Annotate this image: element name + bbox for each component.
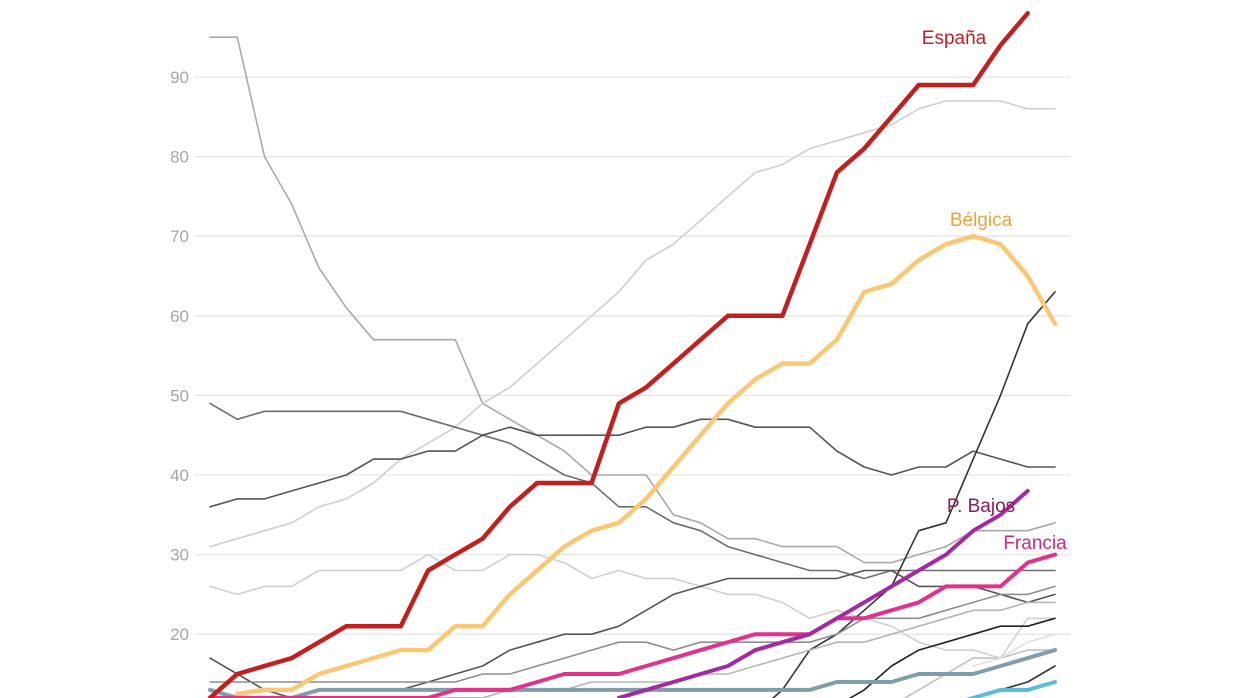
series-line-azul-gris bbox=[208, 648, 1057, 698]
series-line-espa-a bbox=[207, 11, 1030, 698]
series-line-gris-5 bbox=[209, 553, 1056, 659]
y-tick-label: 90 bbox=[170, 68, 189, 87]
series-label-francia: Francia bbox=[1003, 533, 1067, 554]
series-line-gris-2 bbox=[209, 100, 1056, 548]
y-tick-label: 70 bbox=[170, 227, 189, 246]
series-label-p-bajos: P. Bajos bbox=[947, 496, 1015, 517]
y-tick-label: 80 bbox=[170, 148, 189, 167]
series-line-gris-4 bbox=[209, 418, 1056, 508]
grid-lines bbox=[195, 76, 1070, 635]
series-line-gris-11 bbox=[903, 649, 1056, 698]
series-line-p-bajos bbox=[616, 488, 1030, 698]
series-line-gris-10 bbox=[848, 617, 1056, 698]
series-label-b-lgica: Bélgica bbox=[950, 210, 1013, 231]
y-tick-label: 30 bbox=[170, 546, 189, 565]
series-label-espa-a: España bbox=[922, 28, 987, 49]
y-axis-tick-labels: 20 30 40 50 60 70 80 90 bbox=[170, 68, 189, 644]
y-tick-label: 20 bbox=[170, 625, 189, 644]
series-line-gris-8 bbox=[209, 585, 1056, 683]
series-line-gris-6 bbox=[771, 291, 1056, 698]
series-line-francia bbox=[208, 552, 1057, 698]
series-line-gris-1 bbox=[209, 36, 1056, 564]
series-labels: Francia P. Bajos Bélgica España bbox=[922, 28, 1067, 554]
series-line-gris-3 bbox=[209, 402, 1056, 580]
y-tick-label: 40 bbox=[170, 466, 189, 485]
series-lines bbox=[207, 11, 1058, 698]
series-line-gris-12 bbox=[972, 633, 1056, 667]
series-line-b-lgica bbox=[235, 233, 1058, 697]
y-tick-label: 60 bbox=[170, 307, 189, 326]
y-tick-label: 50 bbox=[170, 386, 189, 405]
series-line-azul bbox=[965, 680, 1057, 698]
